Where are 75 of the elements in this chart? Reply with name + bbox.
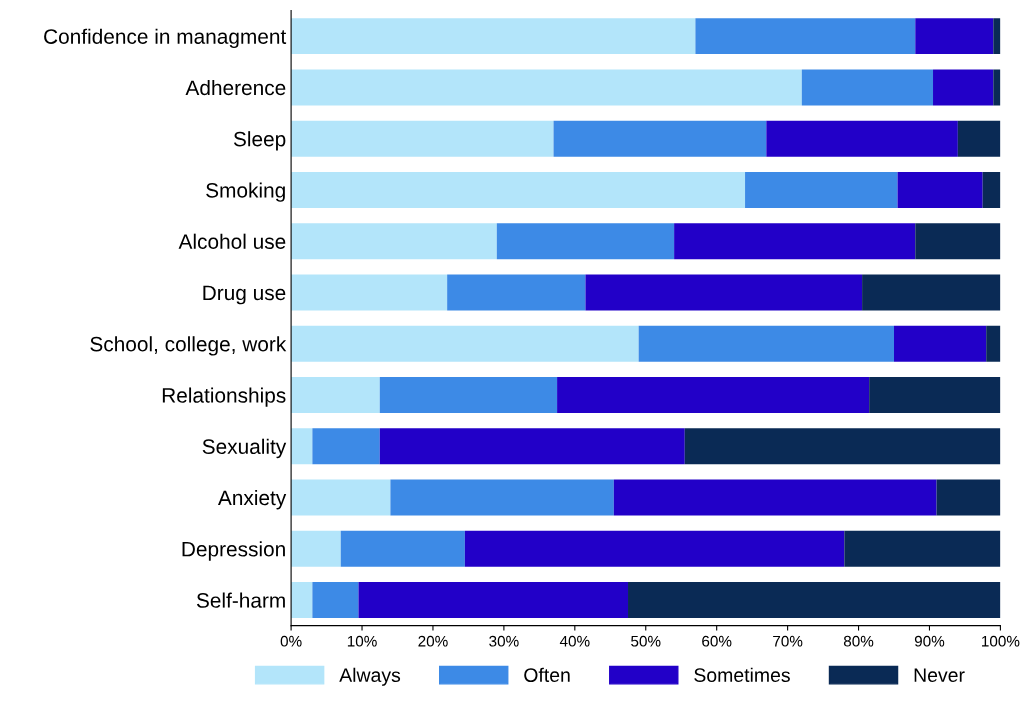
x-tick-label: 0% bbox=[280, 635, 302, 647]
bar bbox=[915, 18, 994, 55]
y-tick-label: Smoking bbox=[206, 182, 285, 202]
bar bbox=[312, 582, 359, 618]
bar bbox=[291, 582, 313, 618]
bar bbox=[766, 120, 958, 157]
bar bbox=[986, 325, 1001, 362]
bar bbox=[557, 377, 870, 413]
bar bbox=[801, 69, 934, 106]
bar bbox=[933, 69, 994, 106]
bar bbox=[957, 120, 1001, 157]
x-tick-label: 80% bbox=[843, 635, 874, 647]
bar bbox=[464, 530, 845, 567]
bar bbox=[628, 582, 1001, 618]
bar bbox=[638, 325, 894, 362]
bar bbox=[291, 530, 341, 567]
bar bbox=[862, 274, 1001, 311]
bar bbox=[613, 479, 937, 516]
bar bbox=[291, 428, 313, 465]
bar bbox=[844, 530, 1001, 567]
bar bbox=[936, 479, 1001, 516]
bar bbox=[447, 274, 586, 311]
bar bbox=[291, 120, 554, 157]
bar bbox=[390, 479, 614, 516]
bar bbox=[291, 223, 497, 260]
x-tick-label: 40% bbox=[559, 635, 590, 647]
y-tick-label: School, college, work bbox=[90, 336, 287, 356]
legend-label: Always bbox=[339, 667, 401, 686]
bar bbox=[291, 325, 639, 362]
legend-label: Sometimes bbox=[694, 667, 790, 683]
y-tick-label: Drug use bbox=[203, 285, 286, 305]
bar bbox=[291, 377, 380, 413]
bar bbox=[915, 223, 1001, 260]
x-tick-label: 20% bbox=[418, 635, 448, 647]
x-tick-label: 50% bbox=[631, 635, 661, 647]
bar bbox=[897, 172, 983, 208]
bar bbox=[869, 377, 1001, 413]
y-tick-label: Depression bbox=[182, 541, 285, 561]
y-tick-label: Alcohol use bbox=[178, 233, 286, 249]
y-tick-label: Adherence bbox=[185, 79, 286, 96]
legend-label: Often bbox=[524, 667, 570, 683]
bar bbox=[674, 223, 916, 260]
bar bbox=[291, 69, 802, 106]
bar bbox=[993, 18, 1001, 55]
bar bbox=[291, 274, 448, 311]
bar bbox=[982, 172, 1001, 208]
y-tick-label: Self-harm bbox=[196, 592, 285, 608]
bar bbox=[695, 18, 916, 55]
bar bbox=[553, 120, 767, 157]
bar bbox=[379, 428, 685, 465]
bar bbox=[312, 428, 380, 465]
bar bbox=[340, 530, 465, 567]
y-tick-label: Anxiety bbox=[217, 489, 287, 510]
bar bbox=[745, 172, 898, 208]
x-tick-label: 90% bbox=[914, 635, 945, 647]
x-tick-label: 60% bbox=[702, 635, 732, 647]
legend-label: Never bbox=[914, 668, 965, 683]
bar bbox=[358, 582, 629, 618]
x-tick-label: 30% bbox=[489, 635, 519, 647]
bar bbox=[684, 428, 1001, 465]
x-tick-label: 10% bbox=[347, 635, 377, 647]
bar bbox=[585, 274, 863, 311]
bar bbox=[291, 172, 746, 208]
bar bbox=[993, 69, 1001, 106]
bar bbox=[291, 479, 391, 516]
bar bbox=[291, 18, 696, 55]
bar bbox=[894, 325, 987, 362]
x-tick-label: 100% bbox=[982, 635, 1020, 647]
bar bbox=[379, 377, 558, 413]
x-tick-label: 70% bbox=[773, 635, 803, 647]
y-tick-label: Sleep bbox=[233, 131, 286, 151]
bar bbox=[496, 223, 675, 260]
y-tick-label: Confidence in managment bbox=[44, 28, 287, 49]
y-tick-label: Sexuality bbox=[202, 438, 287, 459]
y-tick-label: Relationships bbox=[162, 387, 286, 407]
